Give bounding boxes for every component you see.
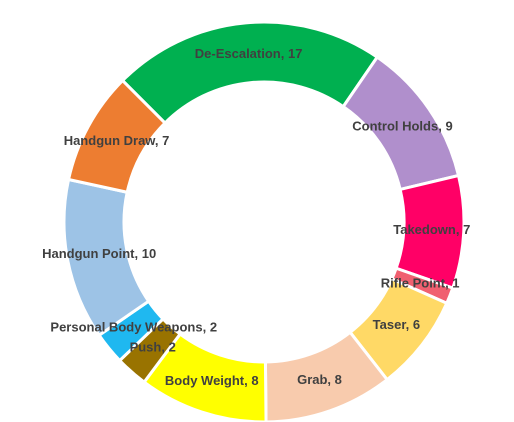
donut-slice — [120, 20, 380, 126]
data-label: De-Escalation, 17 — [195, 46, 303, 61]
donut-slice — [66, 78, 168, 195]
data-label: Handgun Draw, 7 — [64, 133, 170, 148]
data-label: Personal Body Weapons, 2 — [50, 320, 217, 335]
data-label: Handgun Point, 10 — [42, 246, 156, 261]
data-label: Control Holds, 9 — [352, 118, 452, 133]
data-label: Grab, 8 — [297, 372, 342, 387]
data-label: Push, 2 — [130, 339, 176, 354]
data-label: Taser, 6 — [373, 317, 420, 332]
data-label: Body Weight, 8 — [165, 373, 259, 388]
data-label: Takedown, 7 — [393, 222, 470, 237]
data-label: Rifle Point, 1 — [381, 275, 460, 290]
